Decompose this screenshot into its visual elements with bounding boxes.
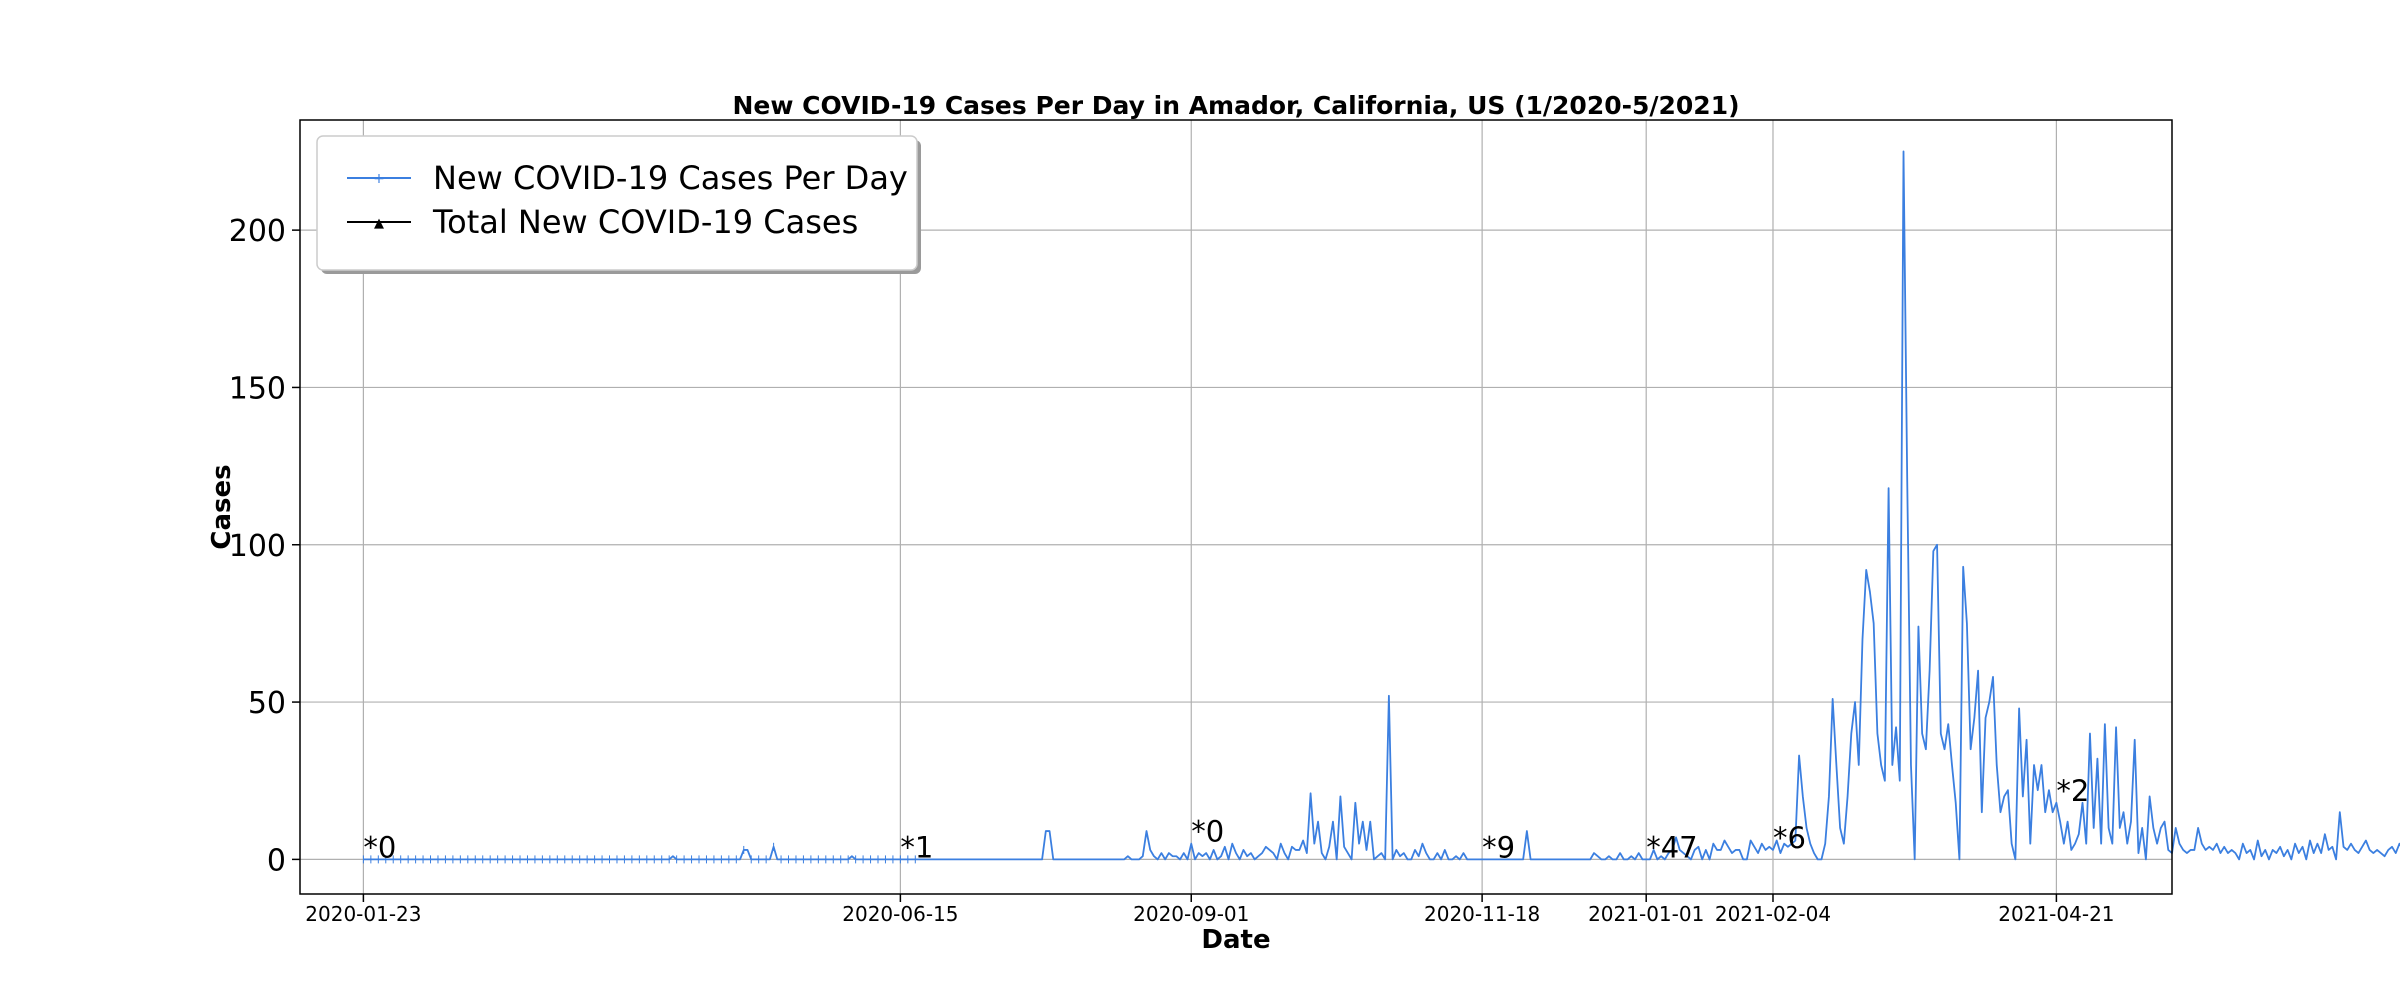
legend-entry-daily: New COVID-19 Cases Per Day [433,159,908,197]
annotations: *0 *1 *0 *9 *47 *6 *2 [363,774,2089,865]
legend-box [316,135,918,271]
y-tick-label: 50 [248,686,286,721]
legend: + New COVID-19 Cases Per Day ▲ Total New… [316,135,921,274]
y-tick-label: 0 [267,843,286,878]
total-annotation: *0 [1191,815,1224,849]
total-annotation: *2 [2056,774,2089,808]
ticks: 0 50 100 150 200 2020-01-23 2020-06-15 2020-09-… [229,214,2115,926]
y-tick-label: 200 [229,214,286,249]
x-tick-label: 2020-09-01 [1133,902,1249,926]
x-tick-label: 2020-06-15 [842,902,958,926]
x-axis-label: Date [1201,925,1270,955]
series-line-daily-cases [363,150,2400,861]
total-annotation: *47 [1646,830,1697,864]
total-annotation: *1 [900,830,933,864]
legend-marker-total: ▲ [374,216,384,231]
x-tick-label: 2021-02-04 [1715,902,1831,926]
y-tick-label: 150 [229,371,286,406]
x-tick-label: 2020-11-18 [1424,902,1540,926]
plot-frame [299,119,2173,895]
legend-entry-total: Total New COVID-19 Cases [432,203,858,241]
total-annotation: *9 [1482,830,1515,864]
series-layer [362,150,2400,864]
total-annotation: *0 [363,830,396,864]
legend-marker-daily: + [373,171,385,187]
x-tick-label: 2020-01-23 [305,902,421,926]
x-tick-label: 2021-01-01 [1588,902,1704,926]
x-tick-label: 2021-04-21 [1998,902,2114,926]
chart-title: New COVID-19 Cases Per Day in Amador, Ca… [732,91,1739,120]
y-tick-label: 100 [229,529,286,564]
y-axis-label: Cases [207,464,237,549]
total-annotation: *6 [1773,821,1806,855]
